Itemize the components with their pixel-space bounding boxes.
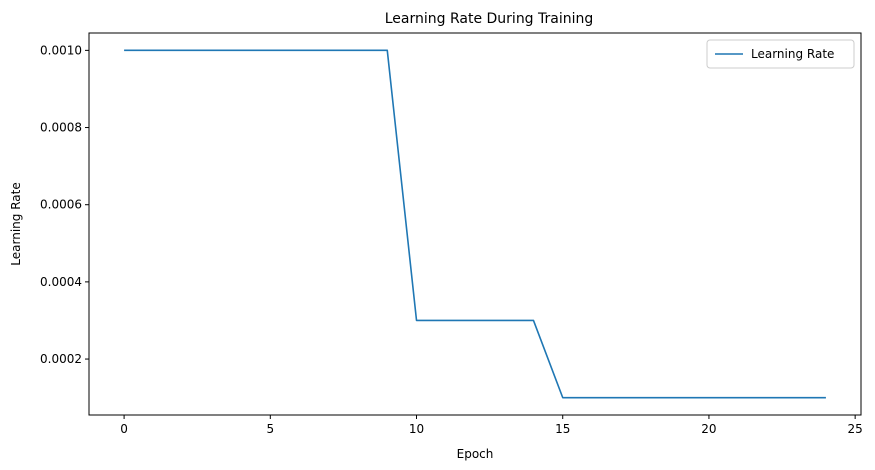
x-tick-label: 10 [409, 422, 424, 436]
x-axis-label: Epoch [457, 447, 494, 461]
x-tick-label: 5 [266, 422, 274, 436]
y-axis: 0.0002 0.0004 0.0006 0.0008 0.0010 [40, 43, 89, 366]
y-axis-label: Learning Rate [9, 182, 23, 265]
plot-frame [88, 32, 862, 416]
chart-title: Learning Rate During Training [385, 11, 594, 27]
y-tick-label: 0.0008 [40, 121, 82, 135]
x-tick-label: 25 [848, 422, 863, 436]
x-axis: 0 5 10 15 20 25 [120, 415, 863, 436]
plot-area [124, 49, 826, 399]
y-tick-label: 0.0002 [40, 352, 82, 366]
legend-entry-label: Learning Rate [751, 47, 834, 61]
legend-box [706, 39, 855, 69]
y-tick-label: 0.0010 [40, 43, 82, 57]
x-tick-label: 20 [701, 422, 716, 436]
x-tick-label: 0 [120, 422, 128, 436]
y-tick-label: 0.0004 [40, 275, 82, 289]
x-tick-label: 15 [555, 422, 570, 436]
y-tick-label: 0.0006 [40, 198, 82, 212]
legend: Learning Rate [706, 39, 855, 69]
series-line-learning-rate [124, 49, 826, 399]
